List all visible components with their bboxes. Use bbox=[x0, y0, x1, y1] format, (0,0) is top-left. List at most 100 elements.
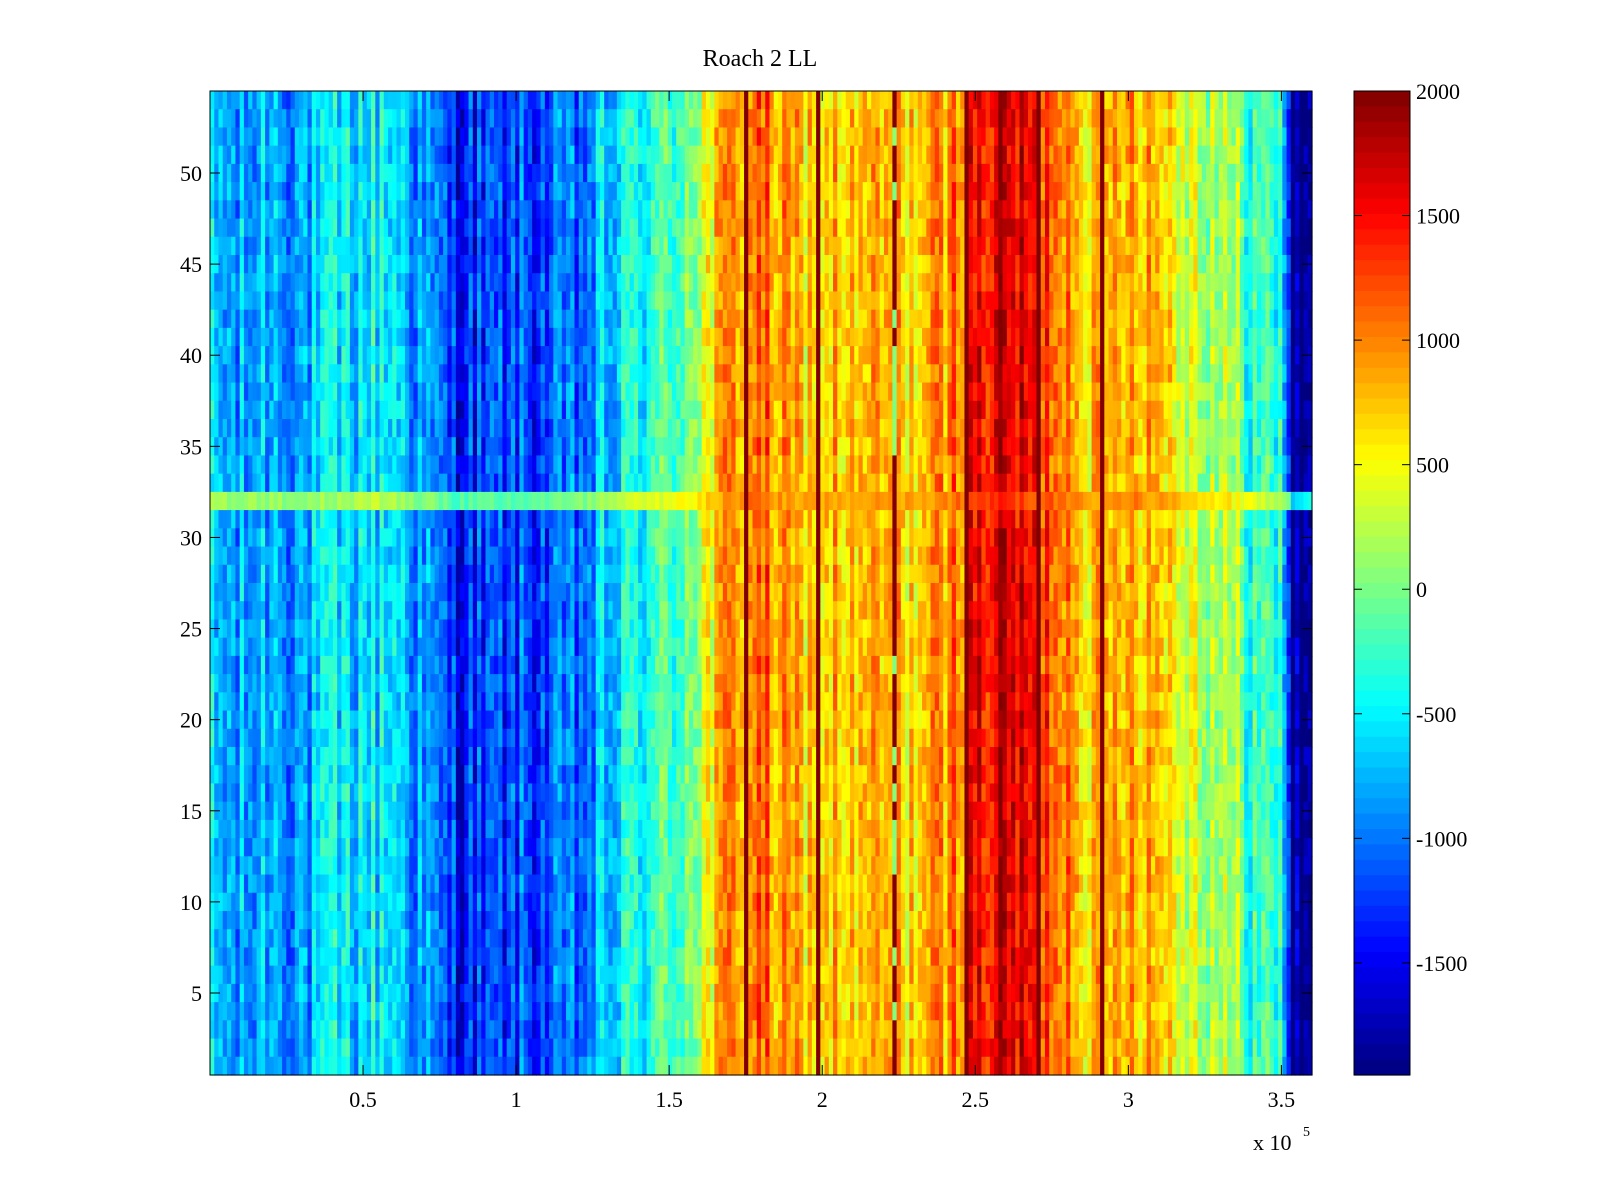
heatmap-cell bbox=[1070, 419, 1076, 438]
heatmap-cell bbox=[294, 255, 300, 274]
heatmap-cell bbox=[451, 382, 457, 402]
heatmap-cell bbox=[290, 236, 296, 256]
heatmap-cell bbox=[493, 291, 499, 311]
heatmap-cell bbox=[455, 145, 461, 165]
heatmap-cell bbox=[214, 419, 220, 438]
heatmap-cell bbox=[582, 127, 588, 147]
heatmap-cell bbox=[930, 309, 936, 329]
heatmap-cell bbox=[765, 236, 771, 256]
heatmap-cell bbox=[676, 145, 682, 165]
heatmap-cell bbox=[358, 291, 364, 311]
heatmap-cell bbox=[1146, 419, 1152, 438]
heatmap-cell bbox=[426, 163, 431, 183]
heatmap-cell bbox=[1104, 400, 1110, 420]
heatmap-cell bbox=[1036, 127, 1042, 147]
heatmap-cell bbox=[379, 109, 385, 129]
heatmap-cell bbox=[616, 309, 622, 329]
heatmap-cell bbox=[557, 346, 563, 365]
heatmap-cell bbox=[341, 419, 347, 438]
heatmap-cell bbox=[994, 109, 999, 129]
heatmap-cell bbox=[1278, 91, 1283, 110]
heatmap-cell bbox=[1155, 364, 1161, 384]
heatmap-cell bbox=[252, 419, 258, 438]
heatmap-cell bbox=[599, 109, 605, 129]
heatmap-cell bbox=[519, 182, 525, 201]
heatmap-cell bbox=[1235, 346, 1241, 365]
heatmap-cell bbox=[349, 218, 355, 238]
heatmap-cell bbox=[536, 236, 542, 256]
heatmap-cell bbox=[578, 419, 584, 438]
heatmap-cell bbox=[566, 145, 571, 165]
heatmap-cell bbox=[582, 218, 588, 238]
heatmap-cell bbox=[1083, 255, 1088, 274]
heatmap-cell bbox=[604, 109, 610, 129]
heatmap-cell bbox=[1252, 236, 1258, 256]
heatmap-cell bbox=[1125, 382, 1131, 402]
heatmap-cell bbox=[790, 200, 796, 220]
heatmap-cell bbox=[527, 145, 533, 165]
heatmap-cell bbox=[1117, 400, 1122, 420]
heatmap-cell bbox=[371, 309, 376, 329]
heatmap-cell bbox=[1053, 327, 1059, 347]
heatmap-cell bbox=[218, 327, 224, 347]
heatmap-cell bbox=[1036, 346, 1042, 365]
heatmap-cell bbox=[616, 91, 622, 110]
heatmap-cell bbox=[587, 218, 593, 238]
heatmap-cell bbox=[1002, 182, 1008, 201]
heatmap-cell bbox=[464, 327, 470, 347]
heatmap-cell bbox=[464, 163, 470, 183]
heatmap-cell bbox=[735, 236, 741, 256]
heatmap-cell bbox=[913, 236, 919, 256]
heatmap-cell bbox=[794, 291, 800, 311]
heatmap-cell bbox=[540, 200, 546, 220]
heatmap-cell bbox=[582, 109, 588, 129]
heatmap-cell bbox=[1032, 127, 1038, 147]
heatmap-cell bbox=[790, 109, 796, 129]
heatmap-cell bbox=[633, 291, 639, 311]
heatmap-cell bbox=[1282, 91, 1288, 110]
heatmap-cell bbox=[282, 127, 287, 147]
heatmap-cell bbox=[638, 218, 643, 238]
heatmap-cell bbox=[934, 382, 940, 402]
heatmap-cell bbox=[879, 309, 885, 329]
heatmap-cell bbox=[1256, 200, 1262, 220]
heatmap-cell bbox=[1057, 327, 1063, 347]
heatmap-cell bbox=[460, 127, 465, 147]
heatmap-cell bbox=[744, 419, 749, 438]
heatmap-cell bbox=[1155, 91, 1161, 110]
heatmap-cell bbox=[1252, 163, 1258, 183]
heatmap-cell bbox=[438, 400, 444, 420]
heatmap-cell bbox=[358, 327, 364, 347]
heatmap-cell bbox=[1286, 327, 1292, 347]
heatmap-cell bbox=[582, 200, 588, 220]
heatmap-cell bbox=[1180, 218, 1186, 238]
heatmap-cell bbox=[892, 200, 898, 220]
heatmap-cell bbox=[260, 346, 266, 365]
heatmap-cell bbox=[553, 327, 559, 347]
heatmap-cell bbox=[777, 291, 783, 311]
heatmap-cell bbox=[354, 419, 359, 438]
heatmap-cell bbox=[515, 382, 521, 402]
heatmap-cell bbox=[1121, 346, 1127, 365]
heatmap-cell bbox=[1180, 109, 1186, 129]
heatmap-cell bbox=[1006, 273, 1012, 293]
heatmap-cell bbox=[811, 91, 817, 110]
heatmap-cell bbox=[710, 400, 715, 420]
heatmap-cell bbox=[345, 200, 351, 220]
heatmap-cell bbox=[714, 364, 720, 384]
heatmap-cell bbox=[777, 182, 783, 201]
heatmap-cell bbox=[570, 127, 576, 147]
heatmap-cell bbox=[320, 382, 326, 402]
heatmap-cell bbox=[1015, 419, 1021, 438]
heatmap-cell bbox=[294, 236, 300, 256]
heatmap-cell bbox=[239, 364, 245, 384]
heatmap-cell bbox=[1023, 382, 1029, 402]
heatmap-cell bbox=[913, 327, 919, 347]
heatmap-cell bbox=[485, 255, 491, 274]
heatmap-cell bbox=[1117, 309, 1122, 329]
heatmap-cell bbox=[794, 236, 800, 256]
heatmap-cell bbox=[727, 163, 732, 183]
heatmap-cell bbox=[1053, 127, 1059, 147]
heatmap-cell bbox=[964, 255, 970, 274]
heatmap-cell bbox=[1053, 400, 1059, 420]
